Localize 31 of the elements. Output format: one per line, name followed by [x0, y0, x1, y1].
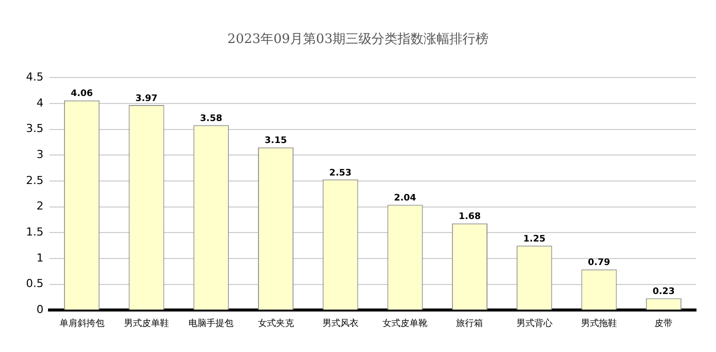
- x-tick-label: 女式夹克: [258, 318, 294, 329]
- y-tick-label: 4.5: [26, 70, 44, 84]
- y-tick-label: 2: [36, 200, 44, 213]
- x-tick-label: 男式拖鞋: [581, 318, 618, 329]
- data-label: 1.25: [523, 234, 546, 244]
- y-tick-label: 1: [36, 251, 44, 264]
- data-label: 0.23: [652, 287, 675, 298]
- data-label: 3.58: [200, 114, 222, 124]
- y-tick-label: 1.5: [26, 226, 44, 239]
- x-tick-label: 男式背心: [516, 318, 552, 329]
- data-label: 4.06: [70, 89, 93, 100]
- y-tick-label: 3: [36, 148, 44, 161]
- y-tick-label: 4: [36, 96, 44, 110]
- x-tick-label: 男式风衣: [322, 318, 358, 329]
- data-label: 3.15: [264, 136, 287, 146]
- x-tick-label: 男式皮单鞋: [124, 318, 169, 329]
- x-tick-label: 旅行箱: [456, 318, 484, 329]
- data-label: 2.04: [394, 194, 416, 204]
- y-tick-label: 0: [36, 303, 44, 316]
- y-tick-label: 2.5: [26, 174, 44, 187]
- x-tick-label: 女式皮单靴: [382, 318, 428, 329]
- y-tick-label: 3.5: [26, 122, 44, 136]
- chart-title: 2023年09月第03期三级分类指数涨幅排行榜: [227, 32, 489, 48]
- x-tick-label: 单肩斜挎包: [59, 318, 104, 329]
- x-tick-label: 皮带: [654, 318, 673, 329]
- x-tick-label: 电脑手提包: [188, 318, 234, 329]
- data-label: 0.79: [588, 258, 610, 268]
- data-label: 3.97: [135, 94, 158, 104]
- data-label: 2.53: [329, 168, 352, 178]
- y-tick-label: 0.5: [26, 277, 44, 290]
- data-label: 1.68: [458, 212, 481, 222]
